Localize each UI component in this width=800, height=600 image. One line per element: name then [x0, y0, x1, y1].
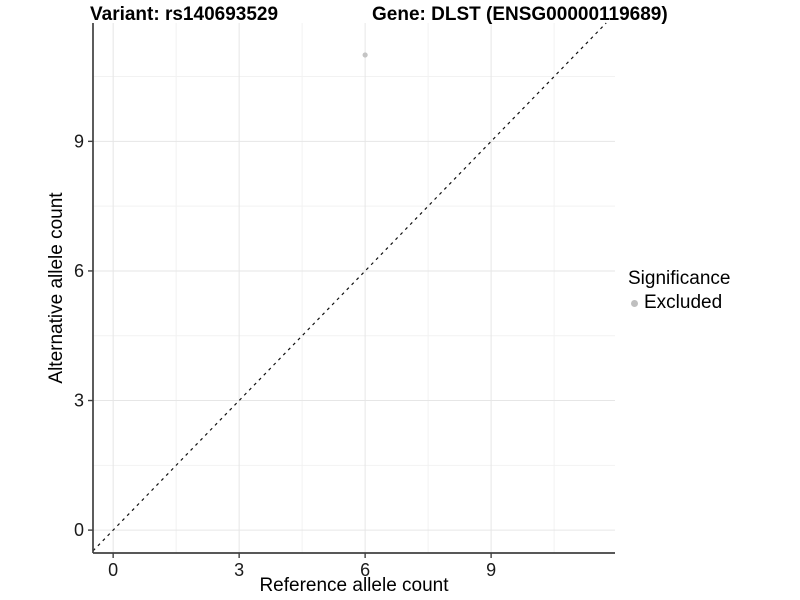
y-tick-label: 9 [74, 131, 84, 151]
data-point [362, 52, 368, 58]
identity-line [92, 22, 607, 552]
plot-title-variant: Variant: rs140693529 [90, 4, 279, 25]
legend-title: Significance [628, 268, 731, 289]
y-tick-label: 3 [74, 391, 84, 411]
x-axis-label: Reference allele count [259, 575, 449, 596]
plot-title-gene: Gene: DLST (ENSG00000119689) [372, 4, 668, 25]
x-tick-label: 9 [486, 560, 496, 580]
x-tick-label: 3 [234, 560, 244, 580]
legend-item-label: Excluded [644, 292, 723, 313]
legend: Significance Excluded [628, 268, 730, 314]
y-tick-label: 0 [74, 520, 84, 540]
legend-item-excluded: Excluded [628, 292, 730, 314]
y-tick-label: 6 [74, 261, 84, 281]
x-tick-label: 0 [108, 560, 118, 580]
y-axis-label: Alternative allele count [46, 192, 67, 384]
legend-point-icon [631, 299, 638, 307]
x-tick-label: 6 [360, 560, 370, 580]
